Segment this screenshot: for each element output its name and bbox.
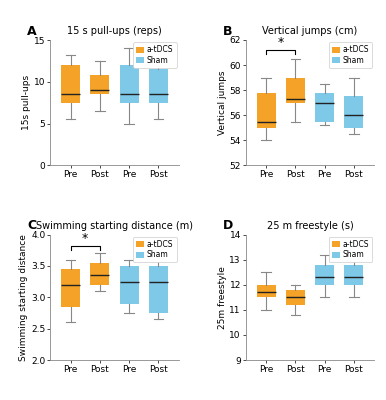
PathPatch shape — [344, 265, 364, 285]
Text: *: * — [82, 232, 88, 244]
Y-axis label: Vertical jumps: Vertical jumps — [218, 70, 227, 135]
Text: *: * — [278, 36, 284, 49]
PathPatch shape — [315, 265, 334, 285]
PathPatch shape — [149, 69, 168, 103]
PathPatch shape — [120, 65, 139, 103]
Legend: a-tDCS, Sham: a-tDCS, Sham — [133, 237, 176, 262]
Legend: a-tDCS, Sham: a-tDCS, Sham — [329, 42, 372, 68]
Y-axis label: 15s pull-ups: 15s pull-ups — [22, 75, 31, 130]
Title: 25 m freestyle (s): 25 m freestyle (s) — [267, 221, 354, 231]
Y-axis label: 25m freestyle: 25m freestyle — [218, 266, 227, 329]
PathPatch shape — [90, 75, 109, 94]
PathPatch shape — [149, 266, 168, 313]
Text: B: B — [223, 25, 232, 38]
Legend: a-tDCS, Sham: a-tDCS, Sham — [329, 237, 372, 262]
PathPatch shape — [344, 96, 364, 128]
Text: A: A — [27, 25, 37, 38]
PathPatch shape — [61, 65, 80, 103]
PathPatch shape — [286, 290, 305, 305]
Legend: a-tDCS, Sham: a-tDCS, Sham — [133, 42, 176, 68]
PathPatch shape — [120, 266, 139, 304]
PathPatch shape — [286, 78, 305, 103]
Title: Vertical jumps (cm): Vertical jumps (cm) — [262, 26, 358, 36]
PathPatch shape — [90, 263, 109, 285]
PathPatch shape — [61, 269, 80, 307]
Text: D: D — [223, 220, 233, 232]
PathPatch shape — [257, 93, 276, 128]
Text: C: C — [27, 220, 36, 232]
Y-axis label: Swimming starting distance: Swimming starting distance — [19, 234, 28, 361]
PathPatch shape — [257, 285, 276, 297]
PathPatch shape — [315, 93, 334, 122]
Title: Swimming starting distance (m): Swimming starting distance (m) — [36, 221, 193, 231]
Title: 15 s pull-ups (reps): 15 s pull-ups (reps) — [67, 26, 162, 36]
